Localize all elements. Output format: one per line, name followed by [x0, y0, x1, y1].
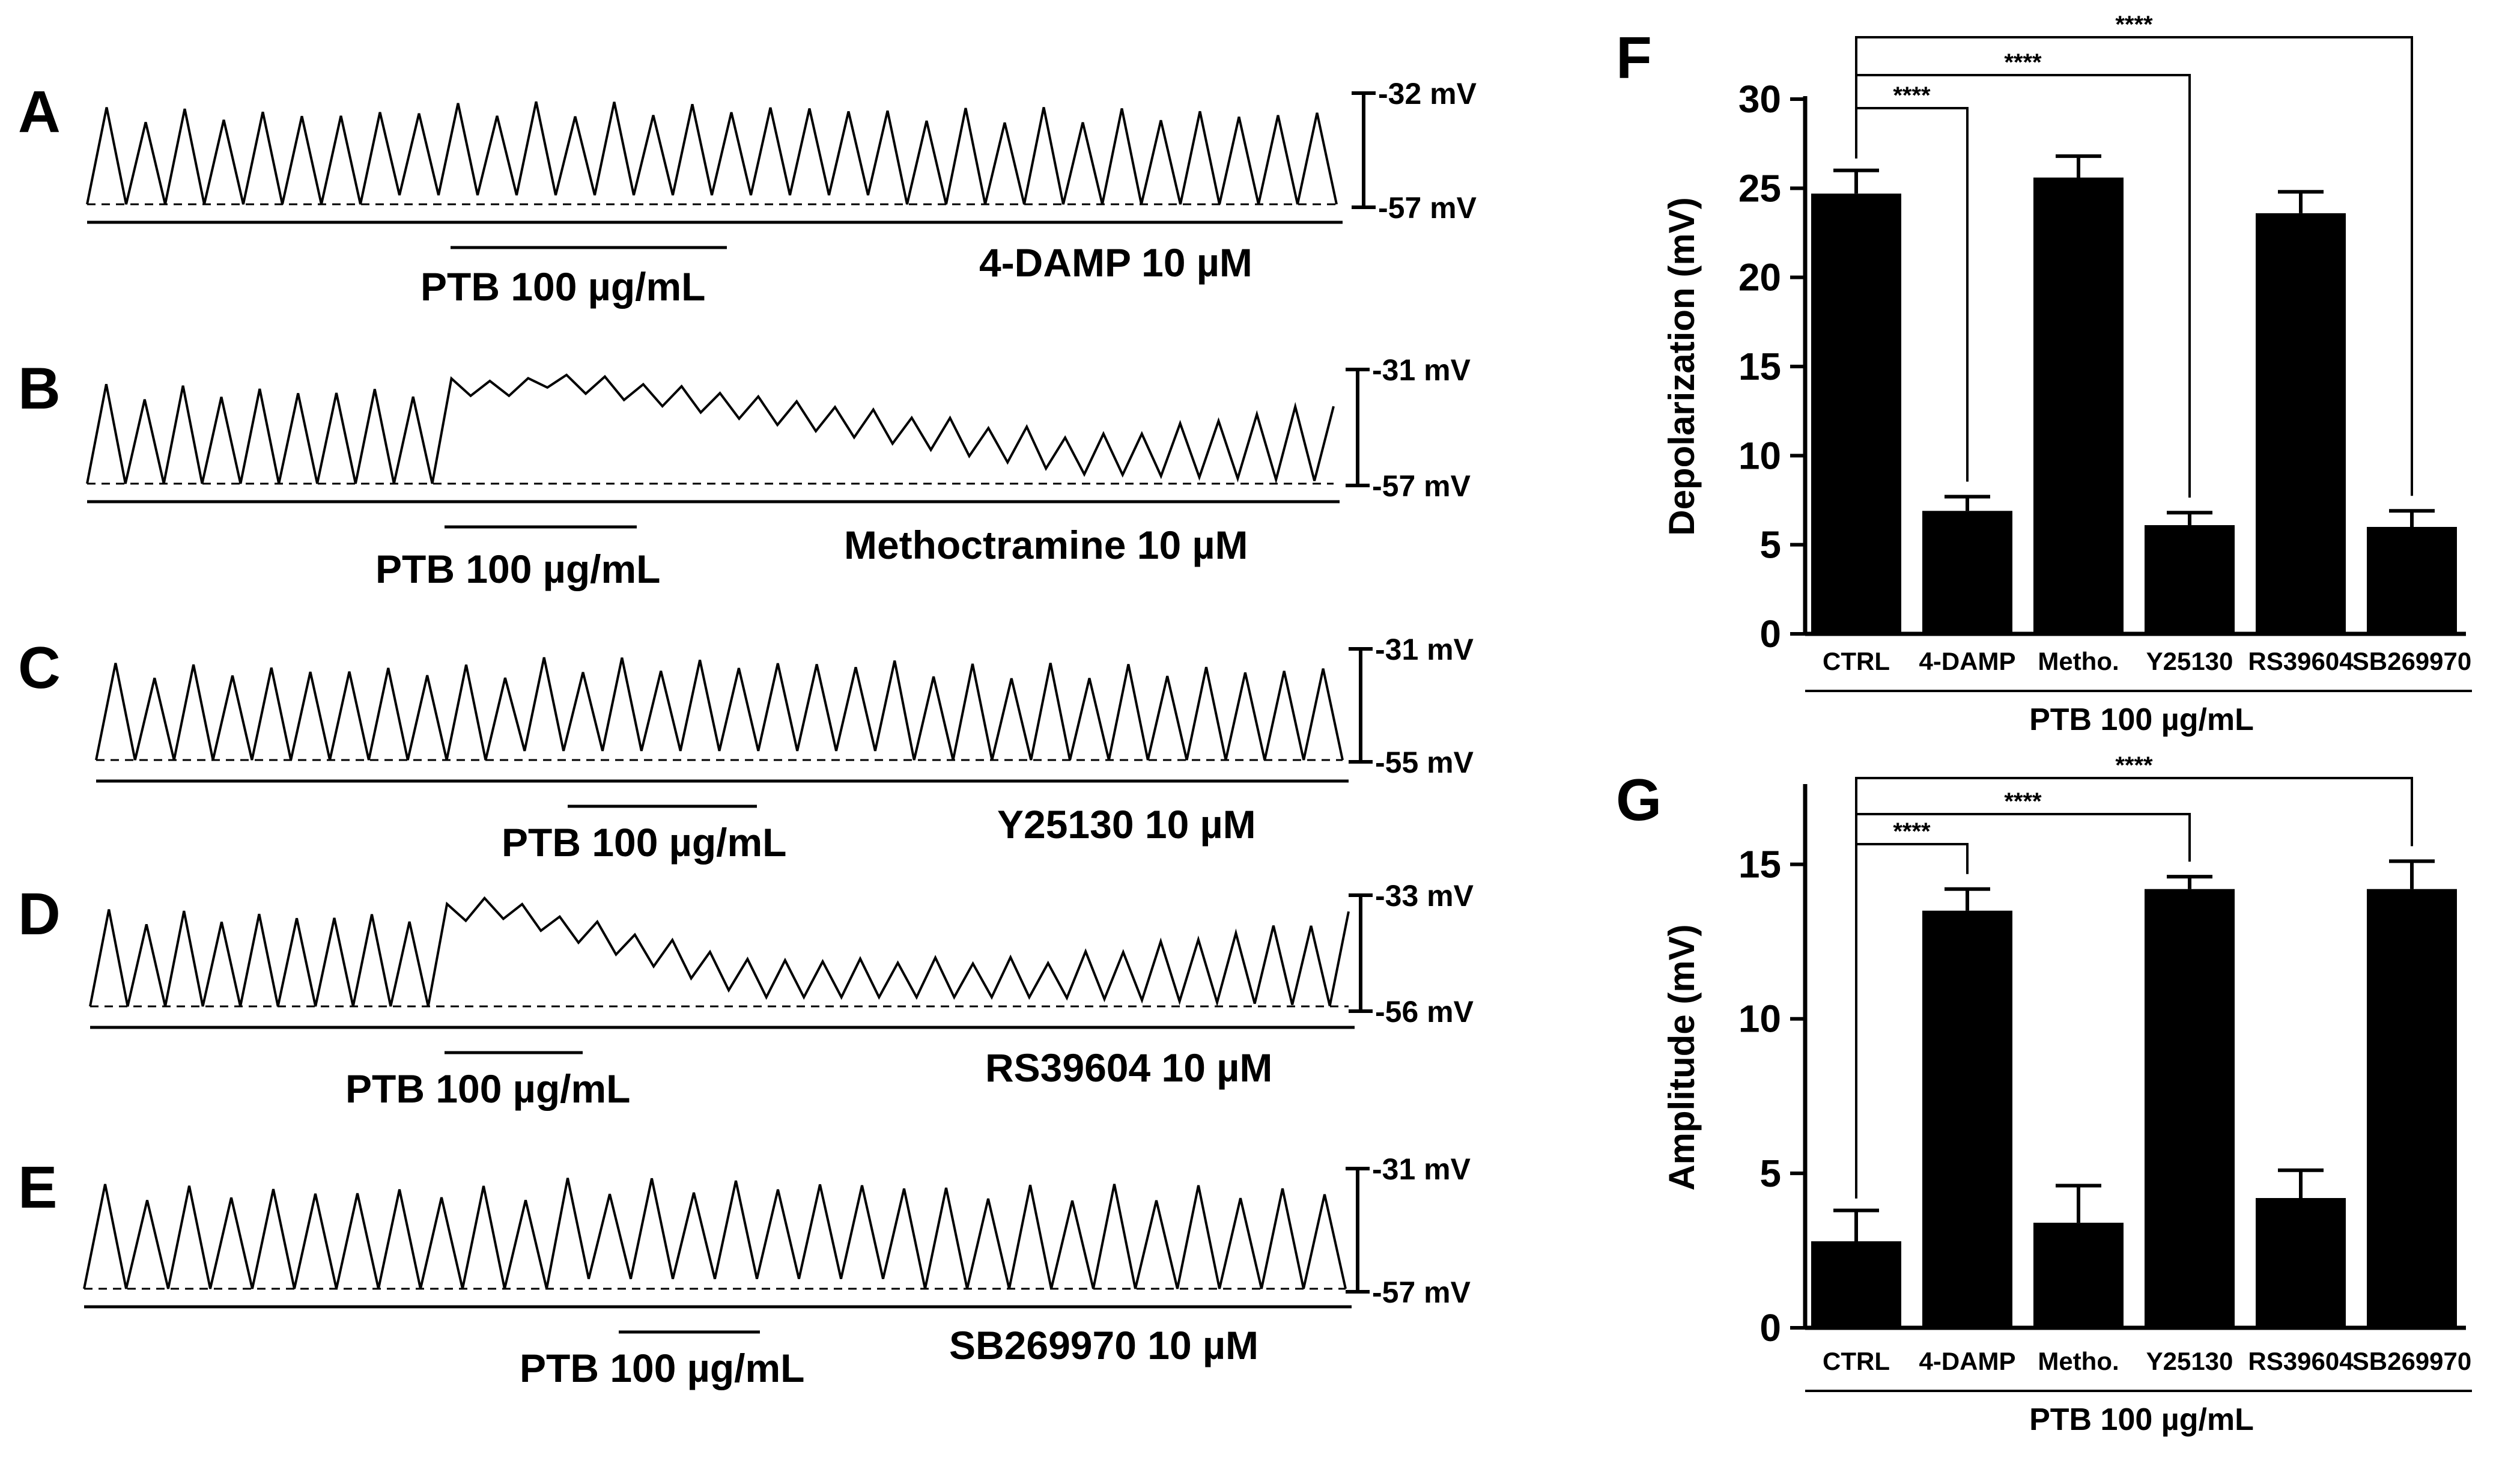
panel-letter: F: [1616, 25, 1652, 91]
scale-top-label: -32 mV: [1378, 77, 1477, 111]
trace-panel-c: C PTB 100 µg/mL Y25130 10 µM -31 mV -55 mV: [18, 633, 1474, 865]
group-label: PTB 100 µg/mL: [2029, 1402, 2254, 1437]
significance-label: ****: [2115, 11, 2153, 38]
y-tick-label: 20: [1738, 256, 1781, 299]
significance-bracket: [1855, 813, 2191, 1199]
x-tick-label: RS39604: [2248, 1347, 2354, 1375]
significance-label: ****: [1893, 82, 1931, 109]
y-tick-label: 0: [1759, 612, 1781, 655]
panel-letter: D: [18, 881, 61, 947]
bar-4damp: [1922, 511, 2012, 634]
panel-letter: E: [18, 1154, 57, 1220]
bar-4damp: [1922, 910, 2012, 1328]
scale-bottom-label: -55 mV: [1375, 746, 1474, 779]
y-tick-label: 15: [1738, 843, 1781, 886]
y-tick-label: 10: [1738, 997, 1781, 1041]
bar-sb269970: [2367, 527, 2457, 634]
scale-top-label: -31 mV: [1372, 1152, 1471, 1186]
trace-panel-b: B PTB 100 µg/mL Methoctramine 10 µM -31 mV -…: [18, 353, 1471, 591]
significance-bracket: [1855, 36, 2413, 496]
x-tick-label: CTRL: [1823, 1347, 1890, 1375]
voltage-trace: [95, 657, 1344, 761]
significance-label: ****: [1893, 818, 1931, 845]
drug-label: Methoctramine 10 µM: [844, 523, 1248, 567]
trace-panel-e: E PTB 100 µg/mL SB269970 10 µM -31 mV -57 mV: [18, 1152, 1471, 1390]
bar-y25130: [2145, 525, 2235, 634]
scale-bottom-label: -57 mV: [1372, 1276, 1471, 1309]
panel-letter: B: [18, 355, 61, 421]
ptb-label: PTB 100 µg/mL: [345, 1066, 630, 1111]
significance-label: ****: [2004, 788, 2042, 815]
y-axis-label: Amplitude (mV): [1662, 924, 1702, 1190]
bar-ctrl: [1811, 193, 1901, 634]
scale-bottom-label: -57 mV: [1372, 469, 1471, 503]
bar-rs39604: [2256, 1198, 2346, 1328]
scale-bottom-label: -57 mV: [1378, 191, 1477, 225]
ptb-label: PTB 100 µg/mL: [520, 1346, 804, 1390]
scale-top-label: -31 mV: [1372, 353, 1471, 387]
significance-bracket: [1855, 74, 2191, 498]
drug-label: Y25130 10 µM: [997, 802, 1256, 847]
group-label: PTB 100 µg/mL: [2029, 702, 2254, 737]
panel-letter: A: [18, 79, 61, 145]
panel-letter: C: [18, 634, 61, 701]
y-tick-label: 10: [1738, 434, 1781, 477]
y-tick-label: 5: [1759, 1152, 1781, 1195]
x-tick-label: 4-DAMP: [1919, 1347, 2015, 1375]
voltage-trace: [83, 1178, 1347, 1289]
y-tick-label: 25: [1738, 166, 1781, 210]
y-tick-label: 0: [1759, 1306, 1781, 1349]
ptb-label: PTB 100 µg/mL: [375, 547, 660, 591]
ptb-label: PTB 100 µg/mL: [502, 820, 786, 865]
voltage-trace: [86, 101, 1338, 205]
bar-rs39604: [2256, 213, 2346, 634]
bar-metho: [2033, 1223, 2124, 1328]
trace-panel-d: D PTB 100 µg/mL RS39604 10 µM -33 mV -56 mV: [18, 879, 1474, 1111]
bar-metho: [2033, 177, 2124, 634]
voltage-trace: [86, 373, 1335, 484]
significance-bracket: [1855, 777, 2413, 1199]
drug-label: SB269970 10 µM: [949, 1323, 1258, 1367]
scale-bottom-label: -56 mV: [1375, 995, 1474, 1029]
y-tick-label: 30: [1738, 78, 1781, 121]
x-tick-label: CTRL: [1823, 647, 1890, 675]
drug-label: RS39604 10 µM: [985, 1045, 1272, 1090]
bar-ctrl: [1811, 1241, 1901, 1328]
x-tick-label: Metho.: [2038, 647, 2119, 675]
significance-label: ****: [2115, 752, 2153, 779]
y-tick-label: 15: [1738, 345, 1781, 388]
x-tick-label: 4-DAMP: [1919, 647, 2015, 675]
panel-letter: G: [1616, 767, 1662, 833]
y-axis-label: Depolarization (mV): [1662, 197, 1702, 535]
scale-top-label: -33 mV: [1375, 879, 1474, 913]
scale-top-label: -31 mV: [1375, 633, 1474, 666]
x-tick-label: RS39604: [2248, 647, 2354, 675]
drug-label: 4-DAMP 10 µM: [979, 240, 1252, 285]
x-tick-label: Y25130: [2146, 1347, 2233, 1375]
x-tick-label: Metho.: [2038, 1347, 2119, 1375]
bar-y25130: [2145, 889, 2235, 1328]
x-tick-label: Y25130: [2146, 647, 2233, 675]
bar-sb269970: [2367, 889, 2457, 1328]
bar-chart-depolarization: F 0 5 10 15 20 25 30 Depolarization (mV) CTRL 4-DA…: [1616, 11, 2472, 737]
traces-layer: A PTB 100 µg/mL 4-DAMP 10 µM -32 mV -57 mV B P…: [18, 77, 1477, 1390]
bar-chart-amplitude: G 0 5 10 15 Amplitude (mV) CTRL 4-DAMP Metho. Y25…: [1616, 752, 2472, 1437]
x-tick-label: SB269970: [2352, 1347, 2472, 1375]
x-tick-label: SB269970: [2352, 647, 2472, 675]
voltage-trace: [89, 896, 1350, 1007]
trace-panel-a: A PTB 100 µg/mL 4-DAMP 10 µM -32 mV -57 mV: [18, 77, 1477, 309]
ptb-label: PTB 100 µg/mL: [421, 264, 705, 309]
y-tick-label: 5: [1759, 523, 1781, 567]
significance-label: ****: [2004, 49, 2042, 76]
